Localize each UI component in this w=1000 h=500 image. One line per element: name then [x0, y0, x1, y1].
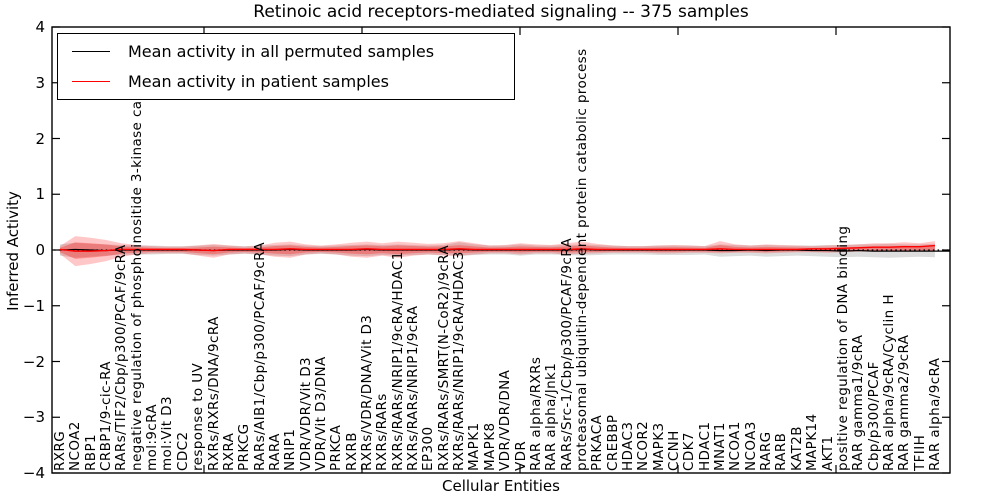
patient-mean-line — [59, 244, 936, 252]
x-tick-label: RARs/TIF2/Cbp/p300/PCAF/9cRA — [113, 244, 130, 471]
x-tick-label: AKT1 — [819, 435, 836, 471]
x-tick-label: VDR/VDR/Vit D3 — [297, 357, 314, 471]
x-tick-label: TFIIH — [911, 434, 928, 471]
x-tick-label: RARs/Src-1/Cbp/p300/PCAF/9cRA — [558, 237, 575, 471]
x-tick-label: response to UV — [190, 362, 207, 471]
x-tick-label: NCOA3 — [742, 421, 759, 471]
y-tick-label: −4 — [22, 464, 45, 482]
legend-row-patient: Mean activity in patient samples — [58, 67, 514, 97]
x-tick-label: NRIP1 — [282, 428, 299, 471]
x-tick-label: RAR gamma2/9cRA — [896, 334, 913, 471]
x-tick-label: RXRs/RARs/NRIP1/9cRA — [405, 305, 422, 471]
y-tick-label: −1 — [22, 296, 45, 315]
x-tick-label: negative regulation of phosphoinositide … — [128, 58, 145, 471]
x-tick-label: MAPK3 — [650, 422, 667, 471]
x-tick-label: PRKCA — [328, 424, 345, 471]
x-tick-label: RXRG — [52, 430, 68, 471]
x-tick-label: mol:Vit D3 — [159, 396, 176, 471]
x-tick-label: VDR/Vit D3/DNA — [312, 356, 329, 471]
x-tick-label: Cbp/p300/PCAF — [865, 361, 882, 471]
patient-band-inner — [60, 242, 935, 259]
x-tick-label: RAR alpha/Jnk1 — [543, 362, 560, 471]
x-tick-label: RXRs/RXRs/DNA/9cRA — [205, 316, 222, 471]
x-tick-label: RAR alpha/RXRs — [527, 356, 544, 471]
patient-line-sample — [72, 81, 110, 83]
y-tick-label: 1 — [35, 185, 45, 204]
y-tick-label: 4 — [35, 18, 45, 36]
x-tick-label: NCOA1 — [727, 421, 744, 471]
x-tick-label: PRKCG — [236, 423, 253, 471]
x-tick-label: HDAC1 — [696, 421, 713, 471]
x-tick-label: RXRs/RARs/SMRT(N-CoR2)/9cRA — [435, 244, 452, 471]
x-tick-label: RXRs/VDR/DNA/Vit D3 — [359, 314, 375, 471]
x-tick-label: proteasomal ubiquitin-dependent protein … — [573, 48, 590, 471]
x-tick-label: RAR alpha/9cRA/Cyclin H — [880, 294, 897, 471]
chart-title: Retinoic acid receptors-mediated signali… — [253, 2, 749, 22]
x-tick-label: RARB — [773, 432, 790, 471]
x-tick-label: MAPK8 — [481, 422, 498, 471]
x-tick-label: PRKACA — [589, 414, 606, 471]
x-tick-label: RBP1 — [82, 434, 99, 471]
x-tick-label: MAPK14 — [804, 413, 821, 471]
permuted-line-sample — [72, 50, 110, 52]
x-tick-label: CDC2 — [174, 431, 191, 471]
x-tick-label: KAT2B — [788, 426, 805, 471]
y-tick-label: 3 — [35, 73, 45, 92]
x-tick-label: RARG — [758, 431, 775, 471]
x-tick-label: RXRs/RARs/NRIP1/9cRA/HDAC3 — [451, 251, 468, 471]
y-tick-label: −3 — [22, 408, 45, 427]
x-tick-label: CRBP1/9-cic-RA — [98, 361, 115, 471]
x-tick-label: VDR/VDR/DNA — [497, 369, 514, 471]
x-tick-label: RARs/AIB1/Cbp/p300/PCAF/9cRA — [251, 241, 268, 471]
x-tick-label: RXRB — [343, 432, 360, 471]
x-tick-label: positive regulation of DNA binding — [834, 225, 851, 471]
x-tick-label: HDAC3 — [619, 421, 636, 471]
legend: Mean activity in all permuted samples Me… — [57, 33, 515, 100]
legend-label-permuted: Mean activity in all permuted samples — [128, 41, 435, 61]
x-tick-label: NCOR2 — [635, 420, 652, 471]
x-tick-label: RXRs/RARs — [374, 393, 391, 471]
y-tick-label: 0 — [35, 241, 45, 259]
x-tick-label: NCOA2 — [67, 421, 84, 471]
y-tick-label: −2 — [22, 352, 45, 371]
x-tick-label: CREBBP — [604, 414, 621, 471]
x-tick-label: MNAT1 — [712, 422, 729, 471]
x-tick-label: RAR gamma1/9cRA — [850, 334, 867, 471]
x-tick-label: RXRA — [220, 432, 237, 471]
x-axis-label: Cellular Entities — [442, 477, 560, 495]
x-tick-label: MAPK1 — [466, 422, 483, 471]
x-tick-label: mol:9cRA — [144, 404, 161, 471]
x-tick-label: EP300 — [420, 426, 437, 471]
legend-label-patient: Mean activity in patient samples — [128, 72, 389, 92]
patient-band-outer — [60, 236, 935, 267]
legend-row-permuted: Mean activity in all permuted samples — [58, 36, 514, 66]
x-tick-label: CCNH — [666, 430, 682, 471]
y-tick-label: 2 — [35, 129, 45, 148]
x-tick-label: VDR — [512, 440, 529, 471]
x-tick-label: RAR alpha/9cRA — [926, 357, 943, 471]
x-tick-label: RXRs/RARs/NRIP1/9cRA/HDAC1 — [389, 251, 406, 471]
x-tick-label: RARA — [266, 433, 283, 471]
x-tick-label: CDK7 — [681, 432, 698, 471]
